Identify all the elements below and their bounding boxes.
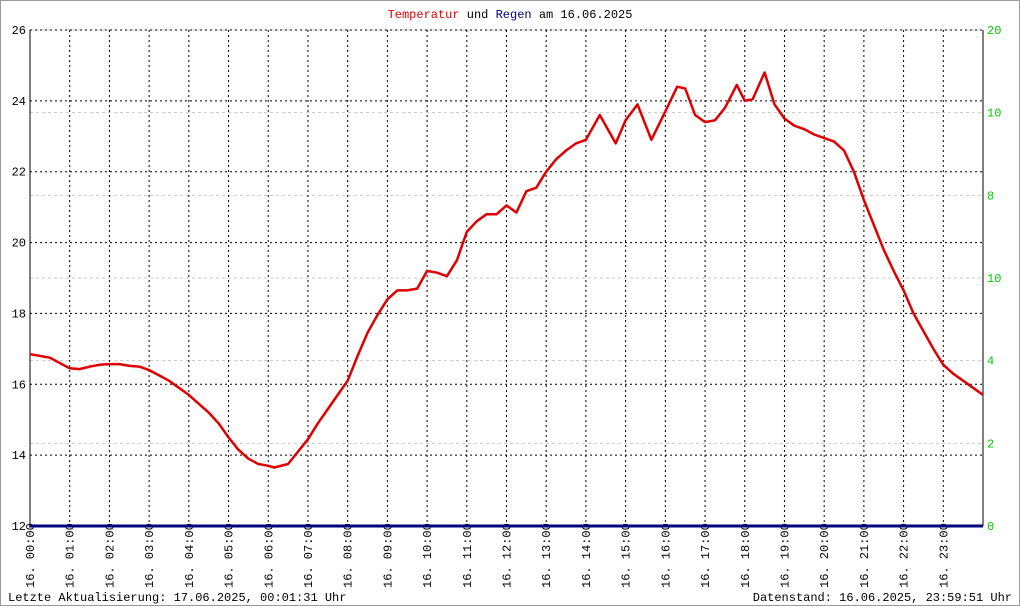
x-tick-label: 16. 04:00 (183, 523, 197, 588)
y2-tick-label: 8 (987, 189, 994, 203)
x-tick-label: 16. 02:00 (103, 523, 117, 588)
x-tick-label: 16. 21:00 (858, 523, 872, 588)
x-tick-label: 16. 08:00 (342, 523, 356, 588)
footer-left: Letzte Aktualisierung: 17.06.2025, 00:01… (8, 591, 346, 605)
title-rain: Regen (496, 8, 532, 22)
x-tick-label: 16. 13:00 (540, 523, 554, 588)
x-tick-label: 16. 15:00 (620, 523, 634, 588)
title-temperature: Temperatur (388, 8, 460, 22)
x-tick-label: 16. 11:00 (461, 523, 475, 588)
y-tick-label: 14 (12, 449, 26, 463)
y-tick-label: 22 (12, 166, 26, 180)
x-tick-label: 16. 01:00 (64, 523, 78, 588)
y-tick-label: 24 (12, 95, 26, 109)
y2-tick-label: 10 (987, 107, 1001, 121)
x-tick-label: 16. 22:00 (898, 523, 912, 588)
y2-tick-label: 4 (987, 355, 994, 369)
x-tick-label: 16. 09:00 (381, 523, 395, 588)
y2-tick-label: 20 (987, 24, 1001, 38)
series-line (29, 71, 984, 469)
x-tick-label: 16. 16:00 (659, 523, 673, 588)
x-tick-label: 16. 03:00 (143, 523, 157, 588)
x-tick-label: 16. 23:00 (937, 523, 951, 588)
x-tick-label: 16. 19:00 (778, 523, 792, 588)
title-date: am 16.06.2025 (539, 8, 633, 22)
y-tick-label: 16 (12, 378, 26, 392)
title-and: und (467, 8, 489, 22)
footer-right: Datenstand: 16.06.2025, 23:59:51 Uhr (753, 591, 1012, 605)
y-tick-label: 18 (12, 307, 26, 321)
x-tick-label: 16. 12:00 (501, 523, 515, 588)
x-tick-label: 16. 10:00 (421, 523, 435, 588)
x-tick-label: 16. 20:00 (818, 523, 832, 588)
x-tick-label: 16. 18:00 (739, 523, 753, 588)
x-tick-label: 16. 17:00 (699, 523, 713, 588)
chart-title: Temperatur und Regen am 16.06.2025 (388, 8, 633, 22)
x-tick-label: 16. 07:00 (302, 523, 316, 588)
y2-tick-label: 10 (987, 272, 1001, 286)
y2-tick-label: 0 (987, 520, 994, 534)
y-tick-label: 20 (12, 237, 26, 251)
y-tick-label: 12 (12, 520, 26, 534)
y-tick-label: 26 (12, 24, 26, 38)
x-tick-label: 16. 14:00 (580, 523, 594, 588)
y2-tick-label: 2 (987, 437, 994, 451)
x-tick-label: 16. 05:00 (223, 523, 237, 588)
x-tick-label: 16. 06:00 (262, 523, 276, 588)
x-tick-label: 16. 00:00 (24, 523, 38, 588)
